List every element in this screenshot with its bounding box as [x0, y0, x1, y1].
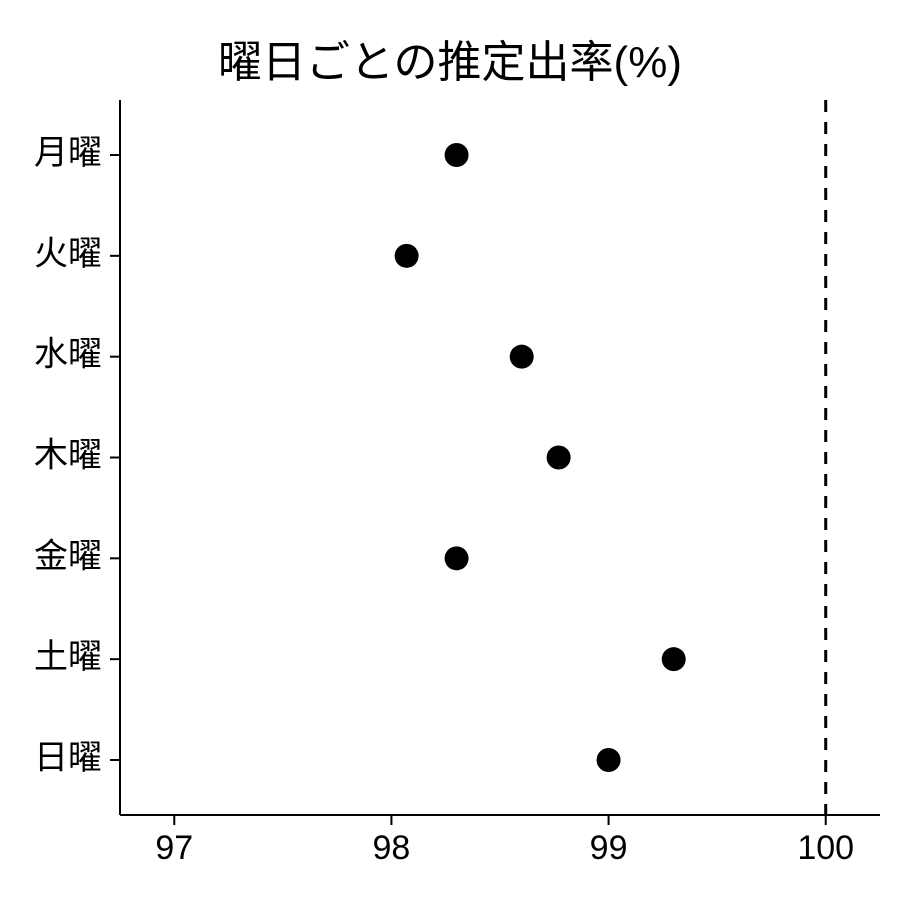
data-point — [445, 143, 469, 167]
y-tick-label: 日曜 — [34, 739, 102, 777]
chart-svg: 月曜火曜水曜木曜金曜土曜日曜 97 98 99 100 — [0, 0, 900, 900]
data-point — [510, 345, 534, 369]
x-tick-label: 97 — [155, 829, 193, 867]
y-tick-label: 土曜 — [34, 638, 102, 676]
data-point — [597, 748, 621, 772]
y-tick-label: 火曜 — [34, 235, 102, 273]
x-tick-label: 98 — [373, 829, 411, 867]
data-point — [662, 647, 686, 671]
chart-container: 曜日ごとの推定出率(%) 月曜火曜水曜木曜金曜土曜日曜979899100 — [0, 0, 900, 900]
y-tick-label: 木曜 — [34, 436, 102, 474]
data-point — [445, 546, 469, 570]
x-tick-label: 99 — [590, 829, 628, 867]
data-point — [395, 244, 419, 268]
y-tick-label: 月曜 — [34, 134, 102, 172]
x-tick-label: 100 — [797, 829, 854, 867]
data-point — [547, 446, 571, 470]
y-tick-label: 金曜 — [34, 537, 102, 575]
y-tick-label: 水曜 — [34, 336, 102, 374]
